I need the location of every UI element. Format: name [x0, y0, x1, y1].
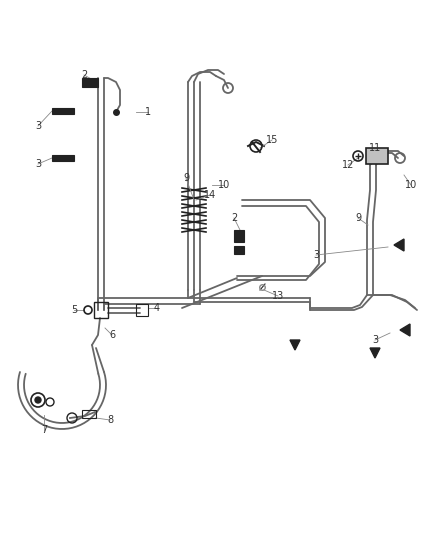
Text: 6: 6 [109, 330, 115, 340]
Text: 3: 3 [372, 335, 378, 345]
Text: 14: 14 [204, 190, 216, 200]
Polygon shape [370, 348, 380, 358]
Text: 3: 3 [35, 121, 41, 131]
Text: 3: 3 [313, 250, 319, 260]
Bar [52, 108, 74, 114]
Bar [52, 155, 74, 161]
Text: 9: 9 [183, 173, 189, 183]
Text: 13: 13 [272, 291, 284, 301]
Polygon shape [290, 340, 300, 350]
Bar [136, 304, 148, 316]
Text: 2: 2 [81, 70, 87, 80]
Text: 5: 5 [71, 305, 77, 315]
Circle shape [35, 397, 41, 403]
Bar [82, 78, 98, 87]
Text: 10: 10 [218, 180, 230, 190]
Text: 2: 2 [231, 213, 237, 223]
Polygon shape [400, 324, 410, 336]
Text: 15: 15 [266, 135, 278, 145]
Text: 7: 7 [41, 425, 47, 435]
Text: 4: 4 [154, 303, 160, 313]
Bar [234, 230, 244, 242]
Text: 3: 3 [35, 159, 41, 169]
Text: 12: 12 [342, 160, 354, 170]
Bar [82, 410, 96, 418]
Bar [94, 302, 108, 318]
Text: 9: 9 [355, 213, 361, 223]
Bar [234, 246, 244, 254]
Bar [366, 148, 388, 164]
Text: 10: 10 [405, 180, 417, 190]
Polygon shape [394, 239, 404, 251]
Text: 11: 11 [369, 143, 381, 153]
Text: 1: 1 [145, 107, 151, 117]
Text: 8: 8 [107, 415, 113, 425]
